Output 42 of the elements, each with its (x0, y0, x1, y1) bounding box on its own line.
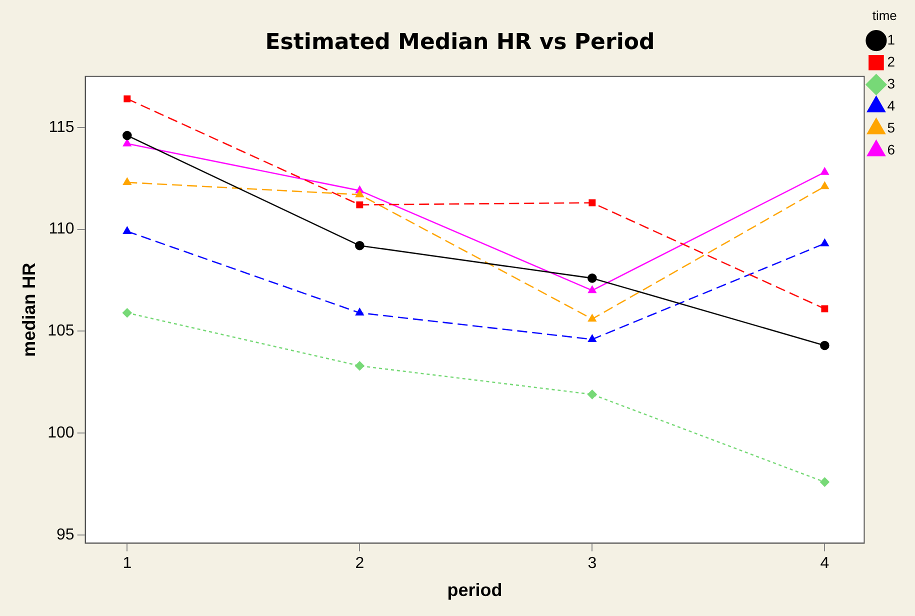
point (820, 340, 830, 350)
y-tick-label: 100 (48, 424, 74, 442)
legend-label: 3 (887, 75, 896, 92)
point (355, 361, 364, 371)
point (588, 199, 596, 206)
point (122, 130, 132, 140)
point (122, 308, 132, 318)
x-tick-label: 1 (122, 555, 132, 572)
point (355, 240, 364, 250)
x-tick-label: 2 (355, 555, 364, 572)
point (588, 286, 596, 294)
x-tick-label: 3 (588, 555, 597, 572)
point (123, 226, 132, 234)
y-tick-label: 110 (48, 220, 74, 238)
point (124, 95, 131, 102)
point (356, 201, 364, 208)
legend-label: 2 (887, 53, 896, 70)
point (123, 139, 132, 146)
y-tick-label: 105 (48, 322, 74, 340)
point (820, 168, 829, 175)
x-tick-label: 4 (820, 555, 830, 572)
legend-label: 1 (887, 31, 896, 48)
point (123, 178, 132, 186)
point (588, 390, 597, 400)
chart-title: Estimated Median HR vs Period (265, 30, 655, 55)
x-axis-title: period (447, 580, 502, 600)
legend-label: 5 (887, 119, 896, 136)
legend-title: time (872, 8, 897, 24)
point (588, 334, 596, 342)
point (356, 308, 364, 316)
point (588, 314, 596, 322)
point (820, 238, 829, 246)
y-tick-label: 115 (48, 118, 74, 136)
point (588, 274, 597, 283)
point (356, 190, 364, 198)
point (820, 477, 830, 487)
y-axis-title: median HR (18, 262, 39, 357)
point (820, 182, 829, 190)
legend-label: 6 (887, 141, 896, 158)
point (821, 305, 828, 312)
y-tick-label: 95 (56, 526, 74, 544)
legend-label: 4 (887, 97, 896, 114)
